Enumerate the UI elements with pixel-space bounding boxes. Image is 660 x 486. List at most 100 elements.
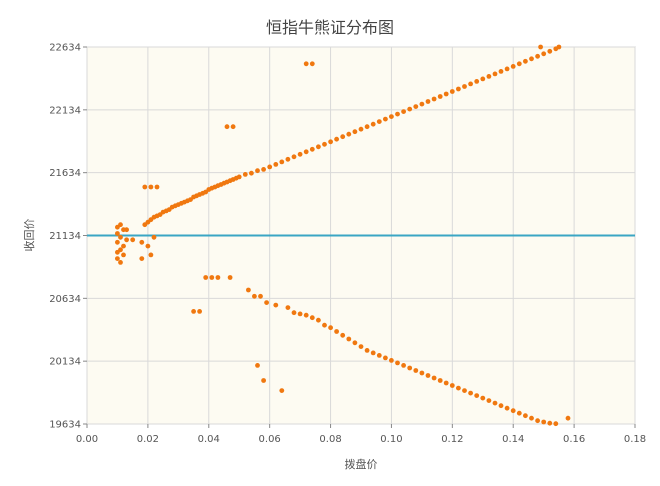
data-point — [462, 84, 467, 89]
data-point — [115, 231, 120, 236]
x-tick-label: 0.08 — [319, 434, 341, 445]
data-point — [523, 413, 528, 419]
data-point — [376, 119, 382, 124]
x-tick-label: 0.18 — [624, 434, 646, 445]
data-point — [462, 388, 467, 393]
data-point — [261, 167, 266, 172]
x-tick-label: 0.04 — [198, 434, 220, 445]
x-tick-label: 0.00 — [76, 434, 98, 445]
data-point — [139, 239, 145, 245]
data-point — [148, 184, 154, 190]
data-point — [413, 368, 419, 373]
data-point — [303, 312, 309, 318]
data-point — [316, 144, 321, 150]
y-tick-label: 22134 — [49, 105, 81, 116]
data-point — [124, 237, 129, 243]
data-point — [249, 170, 254, 176]
x-tick-label: 0.16 — [563, 434, 585, 445]
data-point — [456, 86, 461, 92]
data-point — [309, 315, 315, 321]
data-point — [303, 149, 309, 155]
data-point — [437, 378, 443, 383]
data-point — [267, 164, 273, 170]
data-point — [510, 64, 516, 69]
data-point — [118, 234, 123, 240]
x-axis-label: 拨盘价 — [345, 457, 378, 471]
data-point — [492, 71, 498, 77]
data-point — [273, 302, 279, 308]
data-point — [419, 370, 425, 376]
x-tick-label: 0.02 — [137, 434, 159, 445]
y-tick-label: 22634 — [49, 43, 81, 54]
data-point — [209, 275, 215, 280]
data-point — [121, 243, 126, 249]
data-point — [431, 96, 437, 102]
data-point — [197, 309, 203, 314]
data-point — [480, 76, 486, 82]
data-point — [252, 293, 257, 299]
data-point — [389, 114, 394, 119]
data-point — [227, 275, 233, 280]
data-point — [395, 111, 400, 117]
data-point — [297, 311, 303, 317]
data-point — [334, 136, 339, 142]
data-point — [474, 393, 480, 398]
data-point — [456, 385, 461, 391]
data-point — [121, 252, 126, 258]
data-point — [383, 355, 388, 361]
data-point — [273, 162, 279, 167]
data-point — [309, 146, 315, 152]
x-tick-label: 0.10 — [380, 434, 402, 445]
y-tick-label: 20134 — [49, 357, 81, 368]
data-point — [230, 124, 236, 130]
x-tick-label: 0.14 — [502, 434, 524, 445]
data-point — [516, 410, 522, 416]
data-point — [498, 69, 504, 74]
data-point — [255, 363, 260, 368]
data-point — [523, 58, 528, 64]
data-point — [376, 353, 382, 358]
data-point — [370, 350, 376, 356]
data-point — [449, 383, 455, 388]
data-point — [334, 329, 339, 334]
data-point — [297, 151, 303, 157]
data-point — [556, 44, 562, 50]
data-point — [492, 400, 498, 406]
data-point — [224, 124, 230, 130]
data-point — [364, 348, 370, 353]
data-point — [261, 378, 266, 383]
data-point — [547, 420, 553, 426]
data-point — [309, 61, 315, 67]
data-point — [407, 106, 413, 112]
data-point — [516, 61, 522, 67]
data-point — [303, 61, 309, 67]
data-point — [389, 358, 394, 363]
chart-title: 恒指牛熊证分布图 — [266, 18, 394, 37]
data-point — [529, 415, 534, 421]
points-layer — [115, 44, 571, 427]
data-point — [413, 104, 419, 109]
data-point — [498, 403, 504, 409]
data-point — [148, 252, 154, 258]
data-point — [407, 365, 413, 371]
data-point — [258, 293, 263, 299]
data-point — [541, 51, 547, 57]
y-axis-ticks: 19634 20134 20634 21134 21634 22134 22634 — [49, 43, 87, 431]
data-point — [279, 159, 285, 165]
data-point — [340, 332, 346, 338]
data-point — [401, 109, 406, 114]
data-point — [291, 310, 297, 316]
data-point — [255, 168, 260, 174]
y-tick-label: 21634 — [49, 168, 81, 179]
data-point — [443, 91, 449, 97]
data-point — [154, 184, 160, 190]
y-tick-label: 19634 — [49, 420, 81, 431]
data-point — [115, 239, 120, 245]
data-point — [322, 322, 327, 328]
data-point — [115, 256, 120, 261]
data-point — [142, 184, 148, 190]
data-point — [541, 419, 547, 425]
data-point — [401, 363, 406, 368]
data-point — [395, 360, 400, 366]
data-point — [246, 287, 251, 293]
